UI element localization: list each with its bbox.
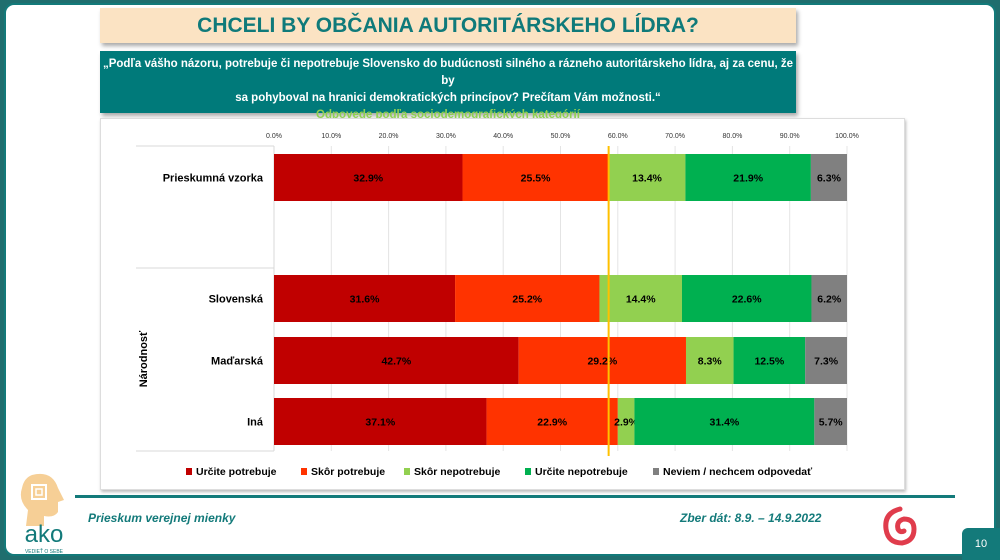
data-label: 7.3%	[814, 356, 839, 368]
legend-label: Určite potrebuje	[196, 466, 277, 478]
bar-segment	[462, 154, 609, 201]
legend-label: Určite nepotrebuje	[535, 466, 628, 478]
bar-segment	[608, 154, 686, 201]
question-line-2: sa pohyboval na hranici demokratických p…	[235, 92, 661, 104]
page-number: 10	[962, 528, 1000, 560]
bar-segment	[733, 337, 806, 384]
group-label: Národnosť	[138, 330, 150, 387]
x-tick-label: 70.0%	[665, 133, 685, 140]
data-label: 6.3%	[817, 173, 842, 185]
legend-swatch	[186, 468, 192, 475]
svg-text:ako: ako	[25, 521, 64, 548]
bar-segment	[811, 275, 847, 322]
data-label: 13.4%	[632, 173, 662, 185]
footer-divider	[75, 495, 955, 498]
x-tick-label: 90.0%	[780, 133, 800, 140]
bar-segment	[455, 275, 600, 322]
data-label: 8.3%	[698, 356, 723, 368]
legend-label: Skôr nepotrebuje	[414, 466, 501, 478]
chart-area: 0.0% 10.0% 20.0% 30.0% 40.0% 50.0% 60.0% 70.0% 8…	[100, 118, 905, 490]
x-tick-label: 50.0%	[551, 133, 571, 140]
data-label: 25.5%	[521, 173, 551, 185]
bar-segment	[274, 337, 519, 384]
bar-segment	[274, 154, 463, 201]
data-label: 31.4%	[709, 417, 739, 429]
bar-segment	[486, 398, 618, 445]
data-label: 21.9%	[733, 173, 763, 185]
bar-segment	[274, 398, 487, 445]
x-tick-label: 0.0%	[266, 133, 282, 140]
data-label: 42.7%	[381, 356, 411, 368]
bar-segment	[518, 337, 686, 384]
bar-segment	[274, 275, 456, 322]
x-tick-label: 10.0%	[321, 133, 341, 140]
data-label: 22.9%	[537, 417, 567, 429]
legend-label: Neviem / nechcem odpovedať	[663, 466, 813, 478]
svg-text:VEDIEŤ O SEBE: VEDIEŤ O SEBE	[25, 547, 64, 555]
bar-segment	[814, 398, 847, 445]
bar-segment	[805, 337, 847, 384]
data-label: 25.2%	[512, 294, 542, 306]
data-label: 6.2%	[817, 294, 842, 306]
data-label: 12.5%	[754, 356, 784, 368]
legend-label: Skôr potrebuje	[311, 466, 385, 478]
footer-date-range: Zber dát: 8.9. – 14.9.2022	[680, 511, 822, 525]
data-label: 5.7%	[819, 417, 844, 429]
bar-segment	[681, 275, 812, 322]
bar-segment	[634, 398, 815, 445]
category-label: Prieskumná vzorka	[163, 173, 264, 185]
x-tick-label: 80.0%	[722, 133, 742, 140]
category-label: Maďarská	[211, 356, 264, 368]
x-tick-label: 40.0%	[493, 133, 513, 140]
bar-segment	[617, 398, 635, 445]
bar-segment	[685, 337, 734, 384]
stacked-bar-chart: 0.0% 10.0% 20.0% 30.0% 40.0% 50.0% 60.0% 70.0% 8…	[136, 133, 859, 478]
bar-segment	[810, 154, 847, 201]
legend-swatch	[525, 468, 531, 475]
x-tick-label: 20.0%	[379, 133, 399, 140]
category-label: Iná	[247, 417, 264, 429]
data-label: 32.9%	[353, 173, 383, 185]
x-tick-label: 60.0%	[608, 133, 628, 140]
data-label: 29.2%	[587, 356, 617, 368]
legend-swatch	[301, 468, 307, 475]
data-label: 2.9%	[614, 417, 639, 429]
bar-segment	[599, 275, 682, 322]
page-title: CHCELI BY OBČANIA AUTORITÁRSKEHO LÍDRA?	[100, 8, 796, 43]
x-tick-label: 100.0%	[835, 133, 859, 140]
data-label: 14.4%	[626, 294, 656, 306]
legend-swatch	[653, 468, 659, 475]
legend-swatch	[404, 468, 410, 475]
data-label: 22.6%	[732, 294, 762, 306]
footer-survey-label: Prieskum verejnej mienky	[88, 511, 236, 525]
data-label: 31.6%	[350, 294, 380, 306]
category-label: Slovenská	[209, 294, 264, 306]
question-box: „Podľa vášho názoru, potrebuje či nepotr…	[100, 51, 796, 121]
data-label: 37.1%	[365, 417, 395, 429]
question-line-1: „Podľa vášho názoru, potrebuje či nepotr…	[102, 58, 794, 87]
spiral-logo-icon	[883, 506, 917, 546]
x-tick-label: 30.0%	[436, 133, 456, 140]
bar-segment	[685, 154, 811, 201]
ako-logo: ako VEDIEŤ O SEBE	[20, 473, 64, 555]
